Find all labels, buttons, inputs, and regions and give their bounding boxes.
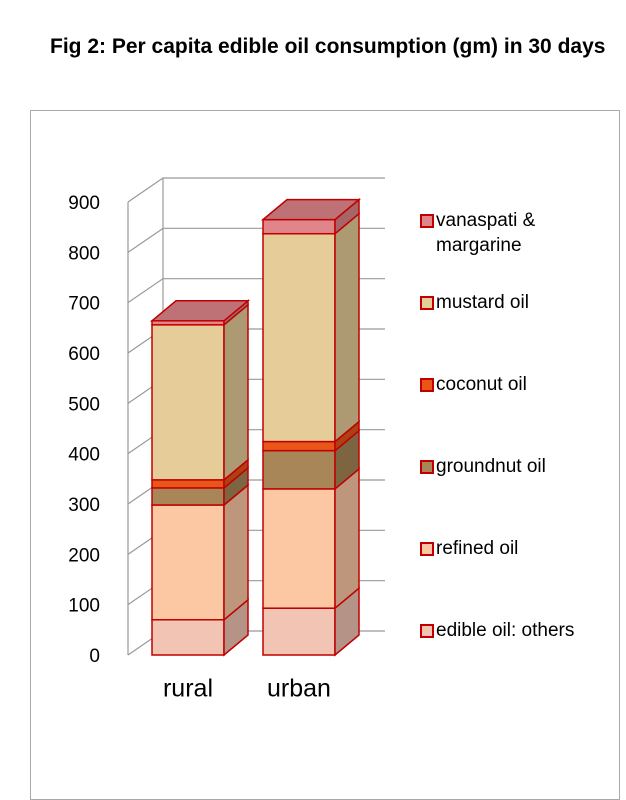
legend-swatch bbox=[420, 296, 434, 310]
bar-segment bbox=[262, 586, 360, 657]
bar-side bbox=[223, 303, 249, 482]
legend-swatch bbox=[420, 624, 434, 638]
x-tick-label: urban bbox=[267, 675, 331, 703]
legend-label: refined oil bbox=[436, 538, 519, 559]
bar-front bbox=[262, 218, 336, 235]
legend-label: mustard oil bbox=[436, 292, 529, 313]
legend-swatch bbox=[420, 460, 434, 474]
bar-front bbox=[262, 607, 336, 656]
legend-item: groundnut oil bbox=[420, 454, 620, 479]
bar-side bbox=[334, 212, 360, 444]
bar-segment bbox=[151, 303, 249, 482]
y-tick-label: 500 bbox=[68, 394, 100, 415]
bar-front bbox=[262, 440, 336, 452]
legend-swatch bbox=[420, 214, 434, 228]
bar-side bbox=[334, 467, 360, 610]
bar-top bbox=[260, 198, 362, 221]
bar-side bbox=[223, 483, 249, 622]
y-tick-label: 700 bbox=[68, 294, 100, 315]
grid-line bbox=[127, 177, 385, 203]
legend-swatch bbox=[420, 542, 434, 556]
bar-segment bbox=[262, 212, 360, 444]
x-tick-label: rural bbox=[163, 675, 213, 703]
y-tick-label: 200 bbox=[68, 545, 100, 566]
bar-front bbox=[151, 479, 225, 489]
legend-label: coconut oil bbox=[436, 374, 527, 395]
bar-front bbox=[262, 232, 336, 443]
y-tick-label: 900 bbox=[68, 193, 100, 214]
bar-front bbox=[151, 324, 225, 481]
chart-title: Fig 2: Per capita edible oil consumption… bbox=[50, 35, 606, 58]
y-tick-label: 100 bbox=[68, 596, 100, 617]
bar-segment bbox=[151, 598, 249, 657]
bar-segment bbox=[151, 466, 249, 507]
y-tick-label: 0 bbox=[89, 646, 100, 667]
bar-front bbox=[151, 487, 225, 506]
legend-item: edible oil: others bbox=[420, 618, 620, 643]
legend-label: edible oil: others bbox=[436, 620, 575, 641]
legend-item: vanaspati & margarine bbox=[420, 208, 620, 258]
y-tick-label: 400 bbox=[68, 445, 100, 466]
bar-segment bbox=[149, 299, 251, 327]
legend-item: coconut oil bbox=[420, 372, 620, 397]
bar-front bbox=[262, 488, 336, 609]
legend-label: groundnut oil bbox=[436, 456, 546, 477]
bar-front bbox=[151, 504, 225, 621]
bar-segment bbox=[262, 467, 360, 610]
y-tick-label: 800 bbox=[68, 243, 100, 264]
bar-top bbox=[149, 300, 251, 322]
bar-front bbox=[151, 619, 225, 656]
legend-item: mustard oil bbox=[420, 290, 620, 315]
bar-front bbox=[262, 449, 336, 490]
legend-item: refined oil bbox=[420, 536, 620, 561]
y-tick-label: 300 bbox=[68, 495, 100, 516]
bar-segment bbox=[260, 198, 362, 236]
y-tick-label: 600 bbox=[68, 344, 100, 365]
legend-label: vanaspati & margarine bbox=[436, 210, 536, 256]
bar-segment bbox=[151, 483, 249, 622]
legend-swatch bbox=[420, 378, 434, 392]
bar-segment bbox=[262, 429, 360, 491]
